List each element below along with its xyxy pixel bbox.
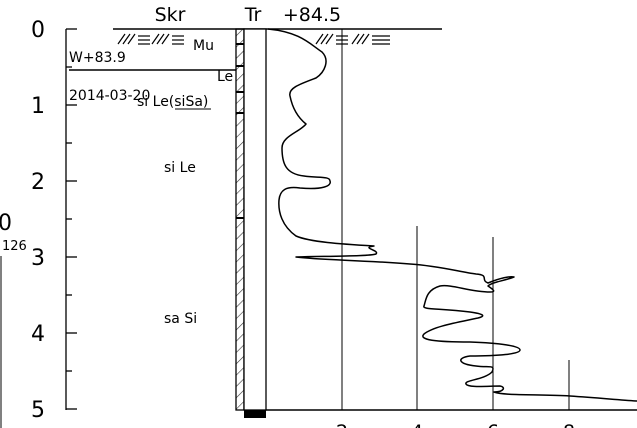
soil-label-si-le: si Le bbox=[164, 160, 196, 176]
tr-heading: Tr bbox=[244, 4, 262, 26]
skr-heading: Skr bbox=[155, 4, 186, 26]
resistance-grid bbox=[266, 29, 637, 411]
depth-tick-label: 5 bbox=[31, 398, 45, 423]
water-level-date: 2014-03-20 bbox=[69, 88, 150, 104]
left-panel-value: 126 bbox=[2, 239, 27, 254]
left-panel-label: 0 bbox=[0, 211, 12, 236]
bottom-tick-label: 4 bbox=[411, 421, 423, 428]
header: Skr Tr +84.5 bbox=[113, 4, 442, 30]
depth-axis: 0 1 2 3 4 5 bbox=[31, 18, 77, 423]
soil-labels: Mu Le si Le(siSa) si Le sa Si bbox=[137, 38, 233, 327]
soil-label-sa-si: sa Si bbox=[164, 311, 197, 327]
bottom-tick-label: 8 bbox=[563, 421, 575, 428]
soil-label-mu: Mu bbox=[193, 38, 214, 54]
soil-label-si-le-si-sa: si Le(siSa) bbox=[137, 94, 208, 110]
depth-tick-label: 3 bbox=[31, 246, 45, 271]
soil-column bbox=[235, 28, 245, 411]
depth-tick-label: 4 bbox=[31, 322, 45, 347]
water-level: W+83.9 2014-03-20 bbox=[69, 50, 236, 104]
sounding-rod-column bbox=[243, 28, 267, 418]
ground-level-label: +84.5 bbox=[283, 4, 341, 26]
bottom-scale: 2 4 6 8 bbox=[336, 421, 575, 428]
water-level-label: W+83.9 bbox=[69, 50, 126, 66]
soil-label-le: Le bbox=[217, 69, 233, 85]
depth-tick-label: 2 bbox=[31, 170, 45, 195]
depth-tick-label: 1 bbox=[31, 94, 45, 119]
depth-tick-label: 0 bbox=[31, 18, 45, 43]
resistance-curve bbox=[267, 28, 637, 402]
left-panel: 0 126 bbox=[0, 211, 27, 428]
bottom-tick-label: 6 bbox=[487, 421, 499, 428]
bottom-tick-label: 2 bbox=[336, 421, 348, 428]
